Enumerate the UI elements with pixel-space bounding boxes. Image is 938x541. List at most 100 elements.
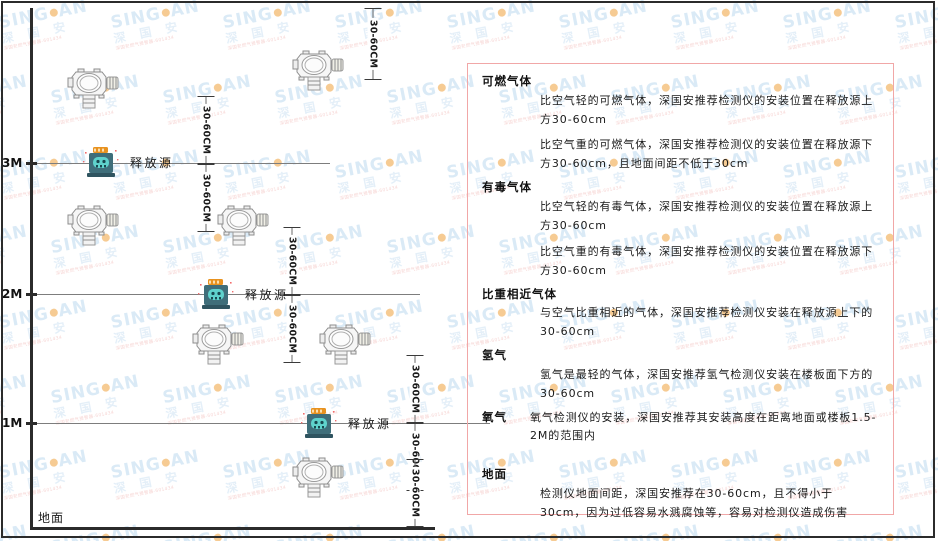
gas-detector-icon xyxy=(217,205,269,246)
watermark-dot-icon xyxy=(212,383,223,393)
watermark-brand-cn: 深 国 安 xyxy=(276,93,348,121)
watermark-dot-icon xyxy=(384,458,395,468)
section-heading-hydrogen: 氢气 xyxy=(482,348,507,363)
gas-detector xyxy=(66,66,124,112)
watermark-subtext: 深国安燃气报警器-601434 xyxy=(899,35,938,53)
watermark-brand-cn: 深 国 安 xyxy=(0,318,72,346)
dimension-30-60cm: 30-60CM xyxy=(195,164,217,232)
gas-detector xyxy=(291,48,349,94)
dimension-cap-bottom xyxy=(406,526,424,527)
watermark-dot-icon xyxy=(436,83,447,93)
watermark-subtext: 深国安燃气报警器-601434 xyxy=(675,35,735,53)
watermark-dot-icon xyxy=(384,158,395,168)
watermark-subtext: 深国安燃气报警器-601434 xyxy=(115,485,175,503)
level-tick xyxy=(26,162,37,165)
level-tick xyxy=(26,422,37,425)
dimension-30-60cm: 30-60CM xyxy=(281,295,303,363)
watermark-dot-icon xyxy=(48,458,59,468)
watermark-brand-cn: 深 国 安 xyxy=(336,18,408,46)
dimension-label: 30-60CM xyxy=(200,171,212,225)
watermark-brand-cn: 深 国 安 xyxy=(784,18,856,46)
watermark-brand-cn: 深 国 安 xyxy=(672,18,744,46)
section-paragraph: 比空气重的可燃气体，深国安推荐检测仪的安装位置在释放源下方30-60cm，且地面… xyxy=(540,138,874,171)
watermark-subtext: 深国安燃气报警器-601434 xyxy=(3,485,63,503)
section-heading-flammable-gas: 可燃气体 xyxy=(482,74,532,88)
gas-detector xyxy=(291,455,349,501)
dimension-cap-bottom xyxy=(197,163,215,164)
watermark-subtext: 深国安燃气报警器-601434 xyxy=(55,260,115,278)
watermark-dot-icon xyxy=(884,533,895,541)
level-label-2m: 2M xyxy=(2,287,23,301)
watermark-dot-icon xyxy=(212,83,223,93)
watermark-dot-icon xyxy=(100,533,111,541)
watermark-brand-cn: 深 国 安 xyxy=(224,168,296,196)
section-paragraph: 比空气重的有毒气体，深国安推荐检测仪的安装位置在释放源下方30-60cm xyxy=(540,244,874,277)
section-paragraph: 与空气比重相近的气体，深国安推荐检测仪安装在释放源上下的30-60cm xyxy=(540,306,874,339)
level-label-3m: 3M xyxy=(2,156,23,170)
release-source: 释放源 xyxy=(196,277,289,311)
release-source-label: 释放源 xyxy=(130,155,174,170)
release-source-graphic xyxy=(196,277,236,311)
release-source-icon xyxy=(301,408,337,438)
release-source-label: 释放源 xyxy=(245,287,289,302)
watermark-dot-icon xyxy=(384,308,395,318)
watermark-subtext: 深国安燃气报警器-601434 xyxy=(899,485,938,503)
gas-detector-icon xyxy=(292,457,344,498)
section-toxic-gas: 有毒气体 比空气轻的有毒气体，深国安推荐检测仪的安装位置在释放源上方30-60cm… xyxy=(482,179,879,280)
level-label-1m: 1M xyxy=(2,416,23,430)
gas-detector xyxy=(318,322,376,368)
watermark-brand-cn: 深 国 安 xyxy=(448,18,520,46)
watermark-subtext: 深国安燃气报警器-601434 xyxy=(339,185,399,203)
watermark-dot-icon xyxy=(772,533,783,541)
dimension-label: 30-60CM xyxy=(409,466,421,520)
vertical-axis xyxy=(30,8,33,530)
dimension-cap-top xyxy=(197,164,215,165)
watermark-subtext: 深国安燃气报警器-601434 xyxy=(3,335,63,353)
section-flammable-gas: 可燃气体 比空气轻的可燃气体，深国安推荐检测仪的安装位置在释放源上方30-60cm… xyxy=(482,73,879,174)
section-paragraph: 比空气轻的有毒气体，深国安推荐检测仪的安装位置在释放源上方30-60cm xyxy=(540,199,874,232)
release-source-label: 释放源 xyxy=(348,416,392,431)
watermark-subtext: 深国安燃气报警器-601434 xyxy=(563,35,623,53)
dimension-cap-bottom xyxy=(406,422,424,423)
section-ground: 地面 检测仪地面间距，深国安推荐在30-60cm，且不得小于30cm，因为过低容易… xyxy=(482,466,879,522)
watermark-dot-icon xyxy=(160,8,171,18)
watermark-dot-icon xyxy=(212,533,223,541)
dimension-30-60cm: 30-60CM xyxy=(404,355,426,423)
release-source: 释放源 xyxy=(299,406,392,440)
gas-detector xyxy=(216,203,274,249)
watermark-brand-cn: 深 国 安 xyxy=(224,18,296,46)
watermark-dot-icon xyxy=(436,233,447,243)
gas-detector-icon xyxy=(192,324,244,365)
watermark-brand-cn: 深 国 安 xyxy=(52,393,124,421)
gas-detector xyxy=(191,322,249,368)
dimension-label: 30-60CM xyxy=(409,362,421,416)
watermark-dot-icon xyxy=(324,233,335,243)
watermark-dot-icon xyxy=(436,383,447,393)
dimension-30-60cm: 30-60CM xyxy=(404,459,426,527)
watermark-brand-cn: 深 国 安 xyxy=(896,169,938,196)
watermark-subtext: 深国安燃气报警器-601434 xyxy=(899,335,938,353)
